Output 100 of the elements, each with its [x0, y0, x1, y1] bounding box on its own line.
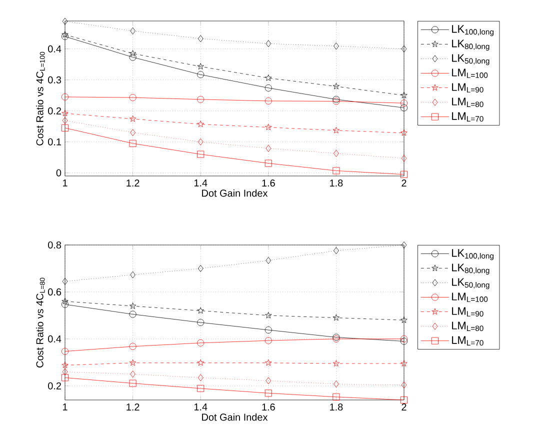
point — [264, 390, 272, 397]
point — [62, 374, 69, 382]
point — [62, 18, 68, 25]
point — [332, 393, 340, 400]
point — [266, 256, 272, 264]
point — [130, 129, 136, 136]
point — [198, 264, 204, 272]
legend-label: LK$_{50,long}$ — [452, 278, 490, 290]
point — [198, 138, 204, 146]
point — [334, 247, 339, 254]
point — [129, 380, 136, 387]
x-tick-label: 2 — [402, 180, 406, 186]
x-tick-label: 1.6 — [262, 404, 275, 411]
point — [265, 124, 272, 130]
point — [197, 359, 204, 366]
point — [129, 115, 136, 122]
x-tick-label: 1.4 — [194, 179, 208, 186]
point — [130, 370, 136, 378]
legend-label: LM$_{L=100}$ — [452, 68, 488, 78]
point — [265, 312, 272, 318]
point — [129, 50, 136, 56]
legend-label: LM$_{L=90}$ — [452, 83, 484, 92]
point — [198, 35, 204, 42]
point — [400, 338, 408, 345]
legend-label: LM$_{L=70}$ — [452, 336, 484, 346]
y-tick-label: 0.2 — [48, 107, 61, 114]
point — [62, 116, 68, 124]
legend-label: LM$_{L=80}$ — [452, 98, 484, 108]
point — [400, 396, 408, 404]
x-tick-label: 1.6 — [262, 180, 275, 187]
point — [400, 170, 408, 178]
point — [62, 348, 69, 355]
y-tick-label: 0 — [56, 169, 62, 176]
point — [264, 337, 272, 344]
y-tick-label: 0.4 — [48, 45, 62, 52]
y-tick-label: 0.6 — [48, 288, 62, 296]
point — [129, 310, 136, 318]
point — [400, 100, 408, 107]
x-tick-label: 1 — [63, 179, 68, 186]
x-tick-label: 1.2 — [126, 180, 140, 186]
point — [62, 298, 68, 304]
point — [130, 27, 136, 34]
point — [332, 126, 340, 134]
x-axis-title: Dot Gain Index — [202, 189, 268, 197]
point — [401, 241, 407, 248]
point — [334, 150, 339, 157]
point — [197, 150, 204, 158]
x-axis-title: Dot Gain Index — [202, 413, 268, 421]
legend-label: LK$_{50,long}$ — [452, 54, 490, 66]
legend-label: LK$_{80,long}$ — [452, 264, 490, 275]
x-tick-label: 1.2 — [126, 404, 140, 410]
x-tick-label: 2 — [402, 404, 406, 410]
legend-label: LM$_{L=70}$ — [452, 112, 484, 122]
y-tick-label: 0.2 — [48, 382, 61, 390]
point — [266, 40, 272, 48]
point — [334, 380, 339, 388]
x-tick-label: 1.8 — [330, 404, 343, 411]
point — [62, 93, 69, 100]
point — [332, 360, 340, 366]
point — [400, 104, 408, 112]
point — [332, 82, 340, 90]
legend-label: LK$_{100,long}$ — [452, 25, 494, 36]
point — [197, 339, 204, 346]
point — [129, 359, 136, 366]
point — [265, 359, 272, 366]
point — [265, 74, 272, 81]
point — [264, 326, 272, 334]
point — [197, 71, 204, 78]
point — [197, 63, 204, 70]
point — [62, 362, 68, 368]
point — [401, 45, 407, 52]
point — [129, 94, 136, 102]
point — [62, 32, 69, 40]
legend-label: LM$_{L=100}$ — [452, 292, 488, 302]
point — [401, 154, 407, 162]
point — [198, 374, 204, 382]
point — [266, 377, 272, 384]
y-tick-label: 0.1 — [48, 138, 62, 146]
point — [400, 360, 408, 366]
point — [332, 314, 340, 321]
point — [197, 307, 204, 314]
legend-label: LK$_{80,long}$ — [452, 40, 490, 51]
point — [334, 42, 339, 50]
y-tick-label: 0.4 — [48, 335, 62, 342]
point — [266, 144, 272, 152]
x-tick-label: 1 — [63, 403, 68, 410]
point — [62, 31, 68, 38]
point — [129, 140, 136, 147]
legend-label: LM$_{L=80}$ — [452, 322, 484, 332]
point — [400, 92, 408, 98]
point — [129, 302, 136, 309]
legend-label: LK$_{100,long}$ — [452, 249, 494, 260]
y-axis-title: Cost Ratio vs 4C$_{L=100}$ — [36, 52, 45, 146]
point — [62, 110, 68, 116]
y-axis-title: Cost Ratio vs 4C$_{L=80}$ — [36, 278, 45, 368]
legend-label: LM$_{L=90}$ — [452, 307, 484, 316]
point — [197, 96, 204, 103]
x-tick-label: 1.8 — [330, 180, 343, 187]
point — [400, 316, 408, 323]
point — [197, 318, 204, 326]
